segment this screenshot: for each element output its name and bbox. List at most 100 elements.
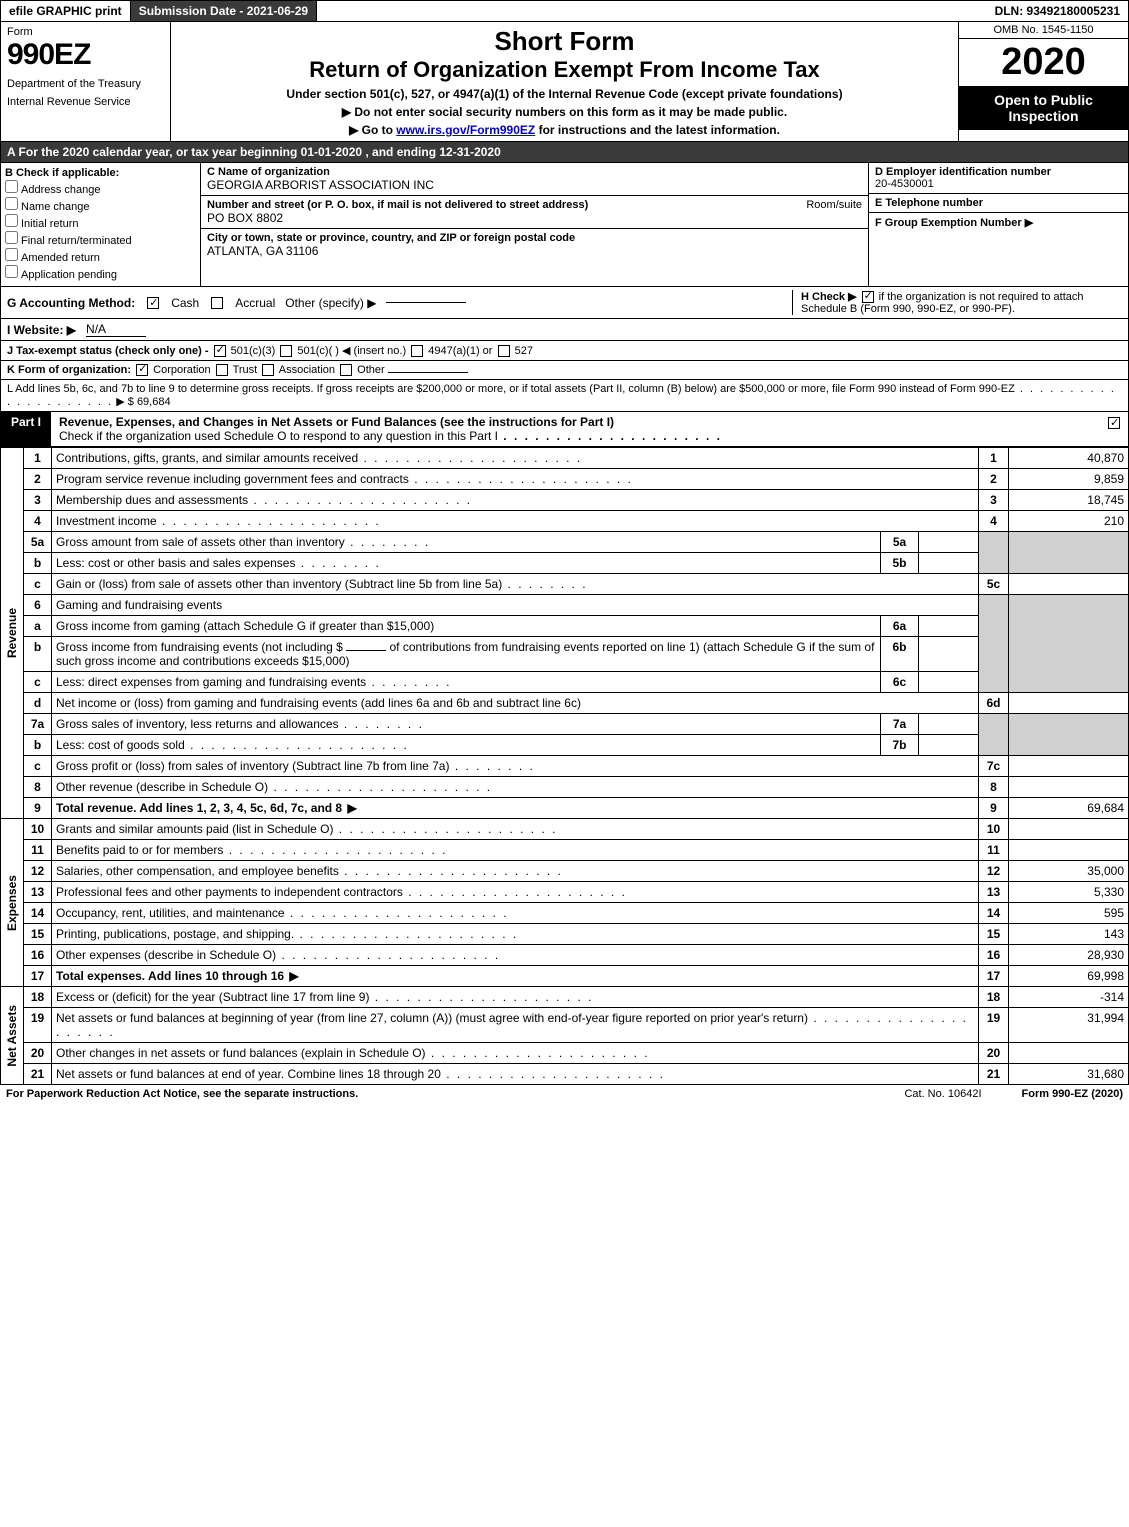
nc-21: 21 xyxy=(979,1064,1009,1085)
ln-2: 2 xyxy=(24,469,52,490)
part1-tag: Part I xyxy=(1,412,51,446)
ln-7b: b xyxy=(24,735,52,756)
ln-6c: c xyxy=(24,672,52,693)
ln-16: 16 xyxy=(24,945,52,966)
d-4: Investment income xyxy=(52,511,979,532)
c-city-label: City or town, state or province, country… xyxy=(207,232,862,244)
lines-table: Revenue 1Contributions, gifts, grants, a… xyxy=(0,447,1129,1085)
chk-accrual[interactable] xyxy=(211,297,223,309)
chk-application-pending[interactable]: Application pending xyxy=(5,265,196,281)
tax-year: 2020 xyxy=(959,39,1128,86)
row-i: I Website: ▶ N/A xyxy=(0,319,1129,341)
nc-7c: 7c xyxy=(979,756,1009,777)
d-18: Excess or (deficit) for the year (Subtra… xyxy=(52,987,979,1008)
nc-15: 15 xyxy=(979,924,1009,945)
h-label: H Check ▶ xyxy=(801,291,857,303)
ln-10: 10 xyxy=(24,819,52,840)
d-20: Other changes in net assets or fund bala… xyxy=(52,1043,979,1064)
h-box: H Check ▶ if the organization is not req… xyxy=(792,290,1122,315)
j-label: J Tax-exempt status (check only one) - xyxy=(7,345,209,357)
chk-association[interactable] xyxy=(262,364,274,376)
d-14: Occupancy, rent, utilities, and maintena… xyxy=(52,903,979,924)
chk-other-org[interactable] xyxy=(340,364,352,376)
ib-7b: 7b xyxy=(881,735,919,756)
ln-9: 9 xyxy=(24,798,52,819)
header-left: Form 990EZ Department of the Treasury In… xyxy=(1,22,171,141)
chk-527[interactable] xyxy=(498,345,510,357)
nc-7ab xyxy=(979,714,1009,756)
k-corp: Corporation xyxy=(153,364,210,376)
irs-link[interactable]: www.irs.gov/Form990EZ xyxy=(396,123,535,137)
nc-19: 19 xyxy=(979,1008,1009,1043)
6b-amount[interactable] xyxy=(346,650,386,651)
org-city: ATLANTA, GA 31106 xyxy=(207,244,862,258)
j-501c: 501(c)( ) ◀ (insert no.) xyxy=(297,345,406,357)
v-9: 69,684 xyxy=(1009,798,1129,819)
v-5c xyxy=(1009,574,1129,595)
chk-address-change[interactable]: Address change xyxy=(5,180,196,196)
footer-right: Form 990-EZ (2020) xyxy=(1022,1088,1123,1100)
chk-501c[interactable] xyxy=(280,345,292,357)
d-6c: Less: direct expenses from gaming and fu… xyxy=(52,672,881,693)
chk-501c3[interactable] xyxy=(214,345,226,357)
k-other: Other xyxy=(357,364,385,376)
chk-trust[interactable] xyxy=(216,364,228,376)
v-1: 40,870 xyxy=(1009,448,1129,469)
d-6b: Gross income from fundraising events (no… xyxy=(52,637,881,672)
c-name-label: C Name of organization xyxy=(207,166,862,178)
dept-treasury: Department of the Treasury xyxy=(7,78,164,90)
chk-schedule-o[interactable] xyxy=(1108,417,1120,429)
nc-20: 20 xyxy=(979,1043,1009,1064)
footer-left: For Paperwork Reduction Act Notice, see … xyxy=(6,1088,904,1100)
chk-name-change[interactable]: Name change xyxy=(5,197,196,213)
goto-post: for instructions and the latest informat… xyxy=(535,123,780,137)
d-5c: Gain or (loss) from sale of assets other… xyxy=(52,574,979,595)
chk-final-return[interactable]: Final return/terminated xyxy=(5,231,196,247)
iv-6c xyxy=(919,672,979,693)
ein-value: 20-4530001 xyxy=(875,178,1122,190)
chk-amended-return[interactable]: Amended return xyxy=(5,248,196,264)
omb-number: OMB No. 1545-1150 xyxy=(959,22,1128,39)
part1-check xyxy=(1100,412,1128,446)
efile-print-button[interactable]: efile GRAPHIC print xyxy=(1,1,131,21)
part1-dots xyxy=(498,429,722,443)
v-17: 69,998 xyxy=(1009,966,1129,987)
chk-cash[interactable] xyxy=(147,297,159,309)
d-label: D Employer identification number xyxy=(875,166,1122,178)
footer-mid: Cat. No. 10642I xyxy=(904,1088,981,1100)
v-11 xyxy=(1009,840,1129,861)
side-revenue: Revenue xyxy=(1,448,24,819)
nc-8: 8 xyxy=(979,777,1009,798)
b-label: B Check if applicable: xyxy=(5,167,196,179)
ln-21: 21 xyxy=(24,1064,52,1085)
v-2: 9,859 xyxy=(1009,469,1129,490)
d-16: Other expenses (describe in Schedule O) xyxy=(52,945,979,966)
nc-5c: 5c xyxy=(979,574,1009,595)
ln-5c: c xyxy=(24,574,52,595)
v-21: 31,680 xyxy=(1009,1064,1129,1085)
d-6a: Gross income from gaming (attach Schedul… xyxy=(52,616,881,637)
c-city-row: City or town, state or province, country… xyxy=(201,229,868,261)
d-15: Printing, publications, postage, and shi… xyxy=(52,924,979,945)
nc-12: 12 xyxy=(979,861,1009,882)
iv-7b xyxy=(919,735,979,756)
chk-initial-return[interactable]: Initial return xyxy=(5,214,196,230)
ln-6b: b xyxy=(24,637,52,672)
d-11: Benefits paid to or for members xyxy=(52,840,979,861)
j-527: 527 xyxy=(515,345,533,357)
k-label: K Form of organization: xyxy=(7,364,131,376)
chk-corporation[interactable] xyxy=(136,364,148,376)
form-header: Form 990EZ Department of the Treasury In… xyxy=(0,22,1129,142)
k-other-line[interactable] xyxy=(388,372,468,373)
c-street-row: Room/suite Number and street (or P. O. b… xyxy=(201,196,868,229)
d-5b: Less: cost or other basis and sales expe… xyxy=(52,553,881,574)
g-other-line[interactable] xyxy=(386,302,466,303)
website-value: N/A xyxy=(86,322,146,337)
subtitle-ssn: ▶ Do not enter social security numbers o… xyxy=(177,105,952,119)
d-21: Net assets or fund balances at end of ye… xyxy=(52,1064,979,1085)
chk-h[interactable] xyxy=(862,291,874,303)
nc-6d: 6d xyxy=(979,693,1009,714)
d-7a: Gross sales of inventory, less returns a… xyxy=(52,714,881,735)
title-return: Return of Organization Exempt From Incom… xyxy=(177,57,952,83)
chk-4947[interactable] xyxy=(411,345,423,357)
